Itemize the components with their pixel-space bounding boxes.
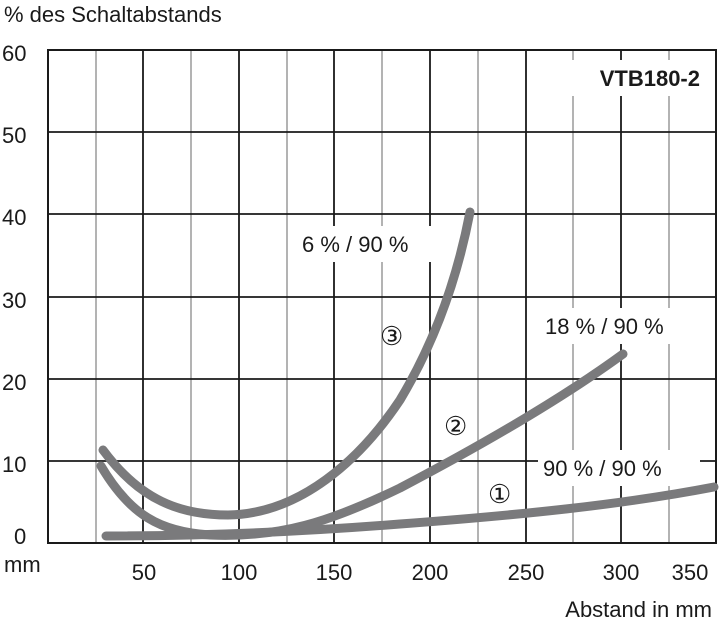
svg-text:30: 30 <box>2 288 26 313</box>
x-axis-title: Abstand in mm <box>565 597 712 621</box>
curve-3-6-90 <box>98 207 475 520</box>
svg-text:20: 20 <box>2 370 26 395</box>
svg-text:150: 150 <box>316 560 353 585</box>
svg-text:250: 250 <box>508 560 545 585</box>
y-axis-title: % des Schaltabstands <box>4 2 222 27</box>
model-label: VTB180-2 <box>600 66 700 91</box>
y-tick-labels: 60 50 40 30 20 10 0 <box>2 41 26 549</box>
curve-2-18-90 <box>96 349 628 540</box>
curve-3-name: 6 % / 90 % <box>302 232 408 257</box>
curve-2-name: 18 % / 90 % <box>545 314 664 339</box>
curve-1-marker: ① <box>488 479 511 509</box>
svg-text:50: 50 <box>132 560 156 585</box>
svg-text:10: 10 <box>2 452 26 477</box>
svg-text:50: 50 <box>2 123 26 148</box>
svg-text:200: 200 <box>412 560 449 585</box>
x-tick-labels: 50 100 150 200 250 300 350 <box>132 560 709 585</box>
svg-text:0: 0 <box>14 524 26 549</box>
svg-text:300: 300 <box>603 560 640 585</box>
x-unit-label: mm <box>4 552 41 577</box>
curve-3-marker: ③ <box>380 321 403 351</box>
curve-1-name: 90 % / 90 % <box>543 456 662 481</box>
svg-text:60: 60 <box>2 41 26 66</box>
svg-text:40: 40 <box>2 205 26 230</box>
svg-text:100: 100 <box>221 560 258 585</box>
curve-2-marker: ② <box>444 411 467 441</box>
plot-frame <box>47 49 717 544</box>
svg-text:350: 350 <box>672 560 709 585</box>
